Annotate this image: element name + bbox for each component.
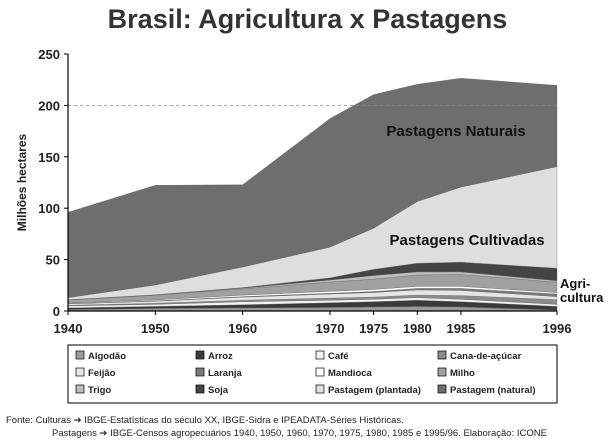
legend-label-mandioca: Mandioca [328, 368, 373, 379]
legend-swatch-mandioca [315, 367, 325, 377]
legend-label-pastagem-natural: Pastagem (natural) [450, 385, 536, 396]
legend-swatch-pastagem-plantada [315, 384, 325, 394]
legend-swatch-milho [437, 367, 447, 377]
legend-swatch-pastagem-natural [437, 384, 447, 394]
x-tick-label: 1960 [228, 321, 257, 336]
area-labels: Pastagens Naturais Pastagens Cultivadas Ag… [386, 123, 604, 305]
x-tick-label: 1975 [359, 321, 388, 336]
legend-label-trigo: Trigo [88, 385, 111, 396]
axes [67, 54, 557, 312]
y-axis-label: Milhões hectares [15, 133, 29, 231]
legend-swatch-trigo [75, 384, 85, 394]
y-tick-labels: 0 50 100 150 200 250 Milhões hectares [15, 47, 68, 319]
x-tick-label: 1940 [54, 321, 83, 336]
label-agricultura-1: Agri- [560, 276, 590, 291]
legend-swatch-cana-de-acucar [437, 350, 447, 360]
label-pastagens-cultivadas: Pastagens Cultivadas [389, 232, 544, 249]
y-tick-label: 250 [38, 47, 60, 62]
legend-swatch-arroz [195, 350, 205, 360]
legend: Algodão Arroz Café Cana-de-açúcar Feijão Lara… [67, 344, 558, 404]
source-line-1: Fonte: Culturas ➔ IBGE-Estatísticas do s… [6, 415, 404, 426]
area-layers [67, 78, 558, 312]
legend-box [67, 344, 558, 404]
x-tick-labels: 1940 1950 1960 1970 1975 1980 1985 1996 [54, 311, 572, 336]
legend-label-cana-de-acucar: Cana-de-açúcar [450, 351, 522, 362]
legend-label-pastagem-plantada: Pastagem (plantada) [328, 385, 421, 396]
y-tick-label: 200 [38, 98, 60, 113]
legend-label-arroz: Arroz [208, 351, 233, 362]
chart-title: Brasil: Agricultura x Pastagens [107, 4, 508, 34]
legend-label-soja: Soja [208, 385, 229, 396]
legend-label-laranja: Laranja [208, 368, 243, 379]
source-line-2: Pastagens ➔ IBGE-Censos agropecuários 19… [52, 428, 547, 439]
legend-label-feijao: Feijão [88, 368, 116, 379]
x-tick-label: 1980 [403, 321, 432, 336]
legend-label-milho: Milho [450, 368, 475, 379]
x-tick-label: 1996 [543, 321, 572, 336]
y-tick-label: 150 [38, 150, 60, 165]
source-note: Fonte: Culturas ➔ IBGE-Estatísticas do s… [6, 414, 547, 440]
x-tick-label: 1950 [141, 321, 170, 336]
legend-label-algodao: Algodão [88, 351, 126, 362]
legend-swatch-feijao [75, 367, 85, 377]
label-pastagens-naturais: Pastagens Naturais [386, 123, 525, 140]
legend-label-cafe: Café [328, 351, 349, 362]
y-tick-label: 100 [38, 201, 60, 216]
y-tick-label: 50 [46, 253, 60, 268]
x-tick-label: 1985 [446, 321, 475, 336]
legend-swatch-laranja [195, 367, 205, 377]
label-agricultura-2: cultura [560, 290, 604, 305]
legend-swatch-cafe [315, 350, 325, 360]
area-pastagem-natural [67, 78, 558, 298]
y-tick-label: 0 [53, 304, 60, 319]
legend-swatch-soja [195, 384, 205, 394]
x-tick-label: 1970 [316, 321, 345, 336]
legend-swatch-algodao [75, 350, 85, 360]
